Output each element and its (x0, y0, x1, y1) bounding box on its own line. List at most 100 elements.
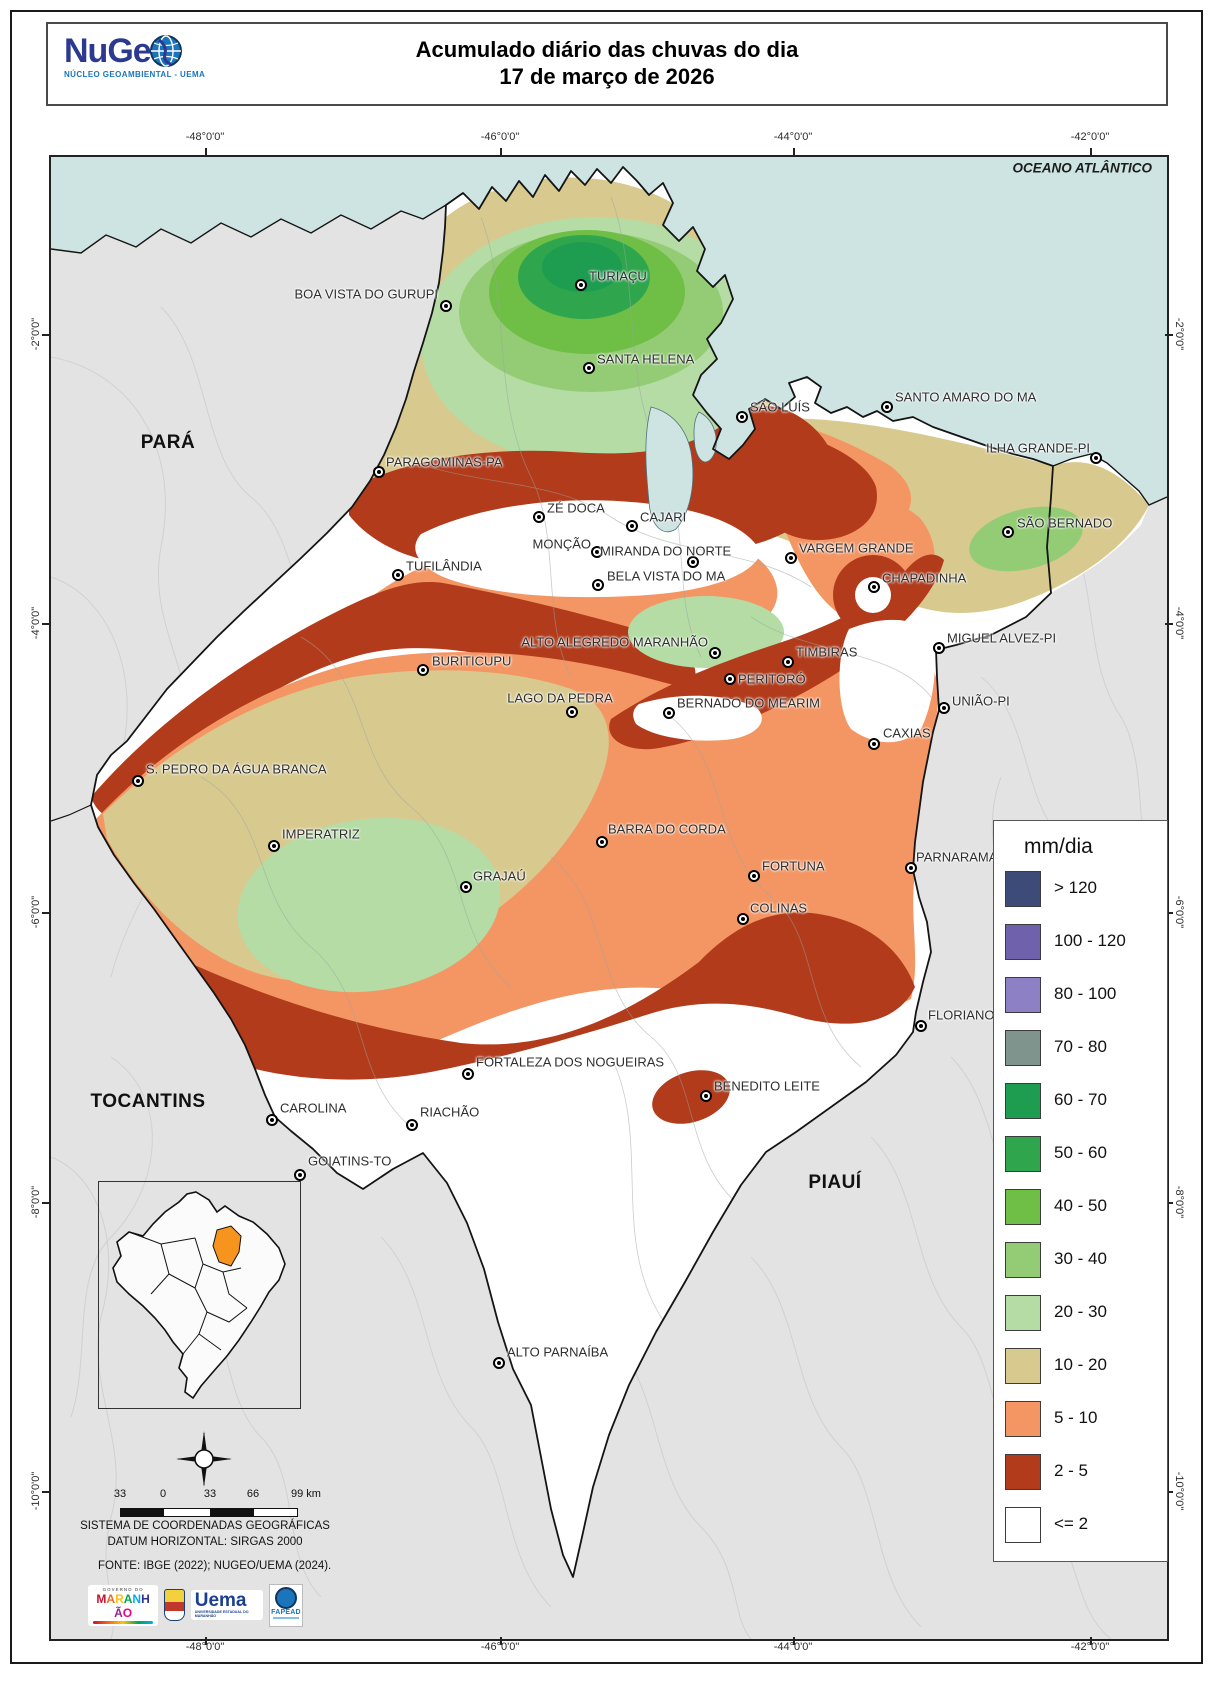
city-dot (782, 656, 794, 668)
fapead-logo-text: FAPEAD (271, 1608, 301, 1616)
city-dot (132, 775, 144, 787)
legend-label: 20 - 30 (1054, 1301, 1107, 1321)
choropleth-map (51, 157, 1167, 1639)
legend-label: 30 - 40 (1054, 1248, 1107, 1268)
axis-tick (1090, 1637, 1092, 1645)
city-dot (462, 1068, 474, 1080)
city-label: RIACHÃO (420, 1104, 480, 1120)
city-label: BERNADO DO MEARIM (677, 695, 821, 711)
axis-tick (500, 148, 502, 156)
coordinate-label: -4°0'0" (30, 606, 42, 640)
city-label: MIRANDA DO NORTE (600, 543, 732, 559)
coordinate-label: -10°0'0" (1173, 1471, 1185, 1511)
city-label: PERITORÓ (738, 671, 806, 687)
coordinate-label: -6°0'0" (1173, 895, 1185, 929)
nugeo-logo-text: NuGe (64, 32, 152, 70)
legend-label: 100 - 120 (1054, 930, 1126, 950)
legend-row: 70 - 80 (994, 1020, 1167, 1073)
legend-row: <= 2 (994, 1497, 1167, 1550)
city-dot (700, 1090, 712, 1102)
city-label: LAGO DA PEDRA (507, 690, 613, 706)
city-label: SANTO AMARO DO MA (895, 389, 1037, 405)
city-dot (268, 840, 280, 852)
city-label: CAJARI (640, 509, 687, 525)
city-dot (626, 520, 638, 532)
legend-swatch (1005, 1083, 1041, 1119)
legend-swatch (1005, 1401, 1041, 1437)
state-label-piauí: PIAUÍ (808, 1172, 862, 1193)
legend-row: 2 - 5 (994, 1444, 1167, 1497)
legend-label: 5 - 10 (1054, 1407, 1098, 1427)
legend-title: mm/dia (1024, 835, 1093, 858)
legend-label: 50 - 60 (1054, 1142, 1107, 1162)
city-dot (566, 706, 578, 718)
city-label: BELA VISTA DO MA (607, 568, 726, 584)
city-dot (533, 511, 545, 523)
globe-icon (149, 35, 182, 67)
city-label: CHAPADINHA (882, 570, 967, 586)
legend-swatch (1005, 1295, 1041, 1331)
city-label: MIGUEL ALVEZ-PI (947, 630, 1057, 646)
nugeo-logo-subtitle: NÚCLEO GEOAMBIENTAL - UEMA (64, 70, 206, 79)
compass-rose (174, 1429, 234, 1489)
city-dot (1090, 452, 1102, 464)
axis-tick (42, 334, 50, 336)
scalebar-label: 66 (246, 1488, 260, 1500)
city-dot (406, 1119, 418, 1131)
city-label: BURITICUPU (432, 653, 512, 669)
city-label: SÃO LUÍS (750, 399, 810, 415)
legend-swatch (1005, 1136, 1041, 1172)
state-label-tocantins: TOCANTINS (90, 1091, 206, 1112)
city-dot (417, 664, 429, 676)
axis-tick (793, 148, 795, 156)
scalebar-segment (210, 1508, 255, 1517)
coordinate-label: -2°0'0" (30, 317, 42, 351)
city-dot (905, 862, 917, 874)
axis-tick (1090, 148, 1092, 156)
scalebar-segment (163, 1508, 212, 1517)
scalebar-label: 33 (113, 1488, 127, 1500)
crs-credits: SISTEMA DE COORDENADAS GEOGRÁFICAS DATUM… (60, 1518, 350, 1550)
para-coastline (51, 204, 447, 254)
city-label: SANTA HELENA (597, 351, 695, 367)
city-dot (294, 1169, 306, 1181)
legend-row: 10 - 20 (994, 1338, 1167, 1391)
city-dot (737, 913, 749, 925)
city-label: VARGEM GRANDE (799, 540, 914, 556)
gov-logo-top: GOVERNO DO (102, 1586, 144, 1592)
city-dot (493, 1357, 505, 1369)
axis-tick (1165, 912, 1173, 914)
uema-logo-text: Uema (194, 1590, 247, 1611)
city-label: BARRA DO CORDA (608, 821, 726, 837)
city-label: MONÇÃO (532, 536, 592, 552)
city-label: GOIATINS-TO (308, 1153, 392, 1169)
uema-crest-icon (164, 1589, 185, 1621)
city-label: BENEDITO LEITE (714, 1078, 820, 1094)
legend-label: 10 - 20 (1054, 1354, 1107, 1374)
city-dot (392, 569, 404, 581)
legend-label: > 120 (1054, 877, 1098, 897)
fapead-logo: FAPEAD (268, 1583, 303, 1627)
coordinate-label: -42°0'0" (1070, 1641, 1110, 1653)
city-label: FORTALEZA DOS NOGUEIRAS (476, 1054, 665, 1070)
coordinate-label: -46°0'0" (480, 1641, 520, 1653)
legend-row: > 120 (994, 861, 1167, 914)
legend-row: 5 - 10 (994, 1391, 1167, 1444)
coordinate-label: -48°0'0" (185, 131, 225, 143)
fapead-icon (274, 1586, 297, 1609)
legend-swatch (1005, 977, 1041, 1013)
legend-swatch (1005, 1189, 1041, 1225)
state-label-pará: PARÁ (140, 432, 196, 453)
legend-swatch (1005, 1507, 1041, 1543)
nugeo-logo: NuGe NÚCLEO GEOAMBIENTAL - UEMA (64, 34, 254, 94)
coordinate-label: -44°0'0" (773, 131, 813, 143)
city-label: S. PEDRO DA ÁGUA BRANCA (146, 761, 327, 777)
maranhao-border (90, 166, 1054, 1578)
city-dot (724, 673, 736, 685)
map-canvas (49, 155, 1169, 1641)
legend-label: 60 - 70 (1054, 1089, 1107, 1109)
map-title-line2: 17 de março de 2026 (499, 64, 715, 89)
axis-tick (42, 623, 50, 625)
axis-tick (1165, 1202, 1173, 1204)
